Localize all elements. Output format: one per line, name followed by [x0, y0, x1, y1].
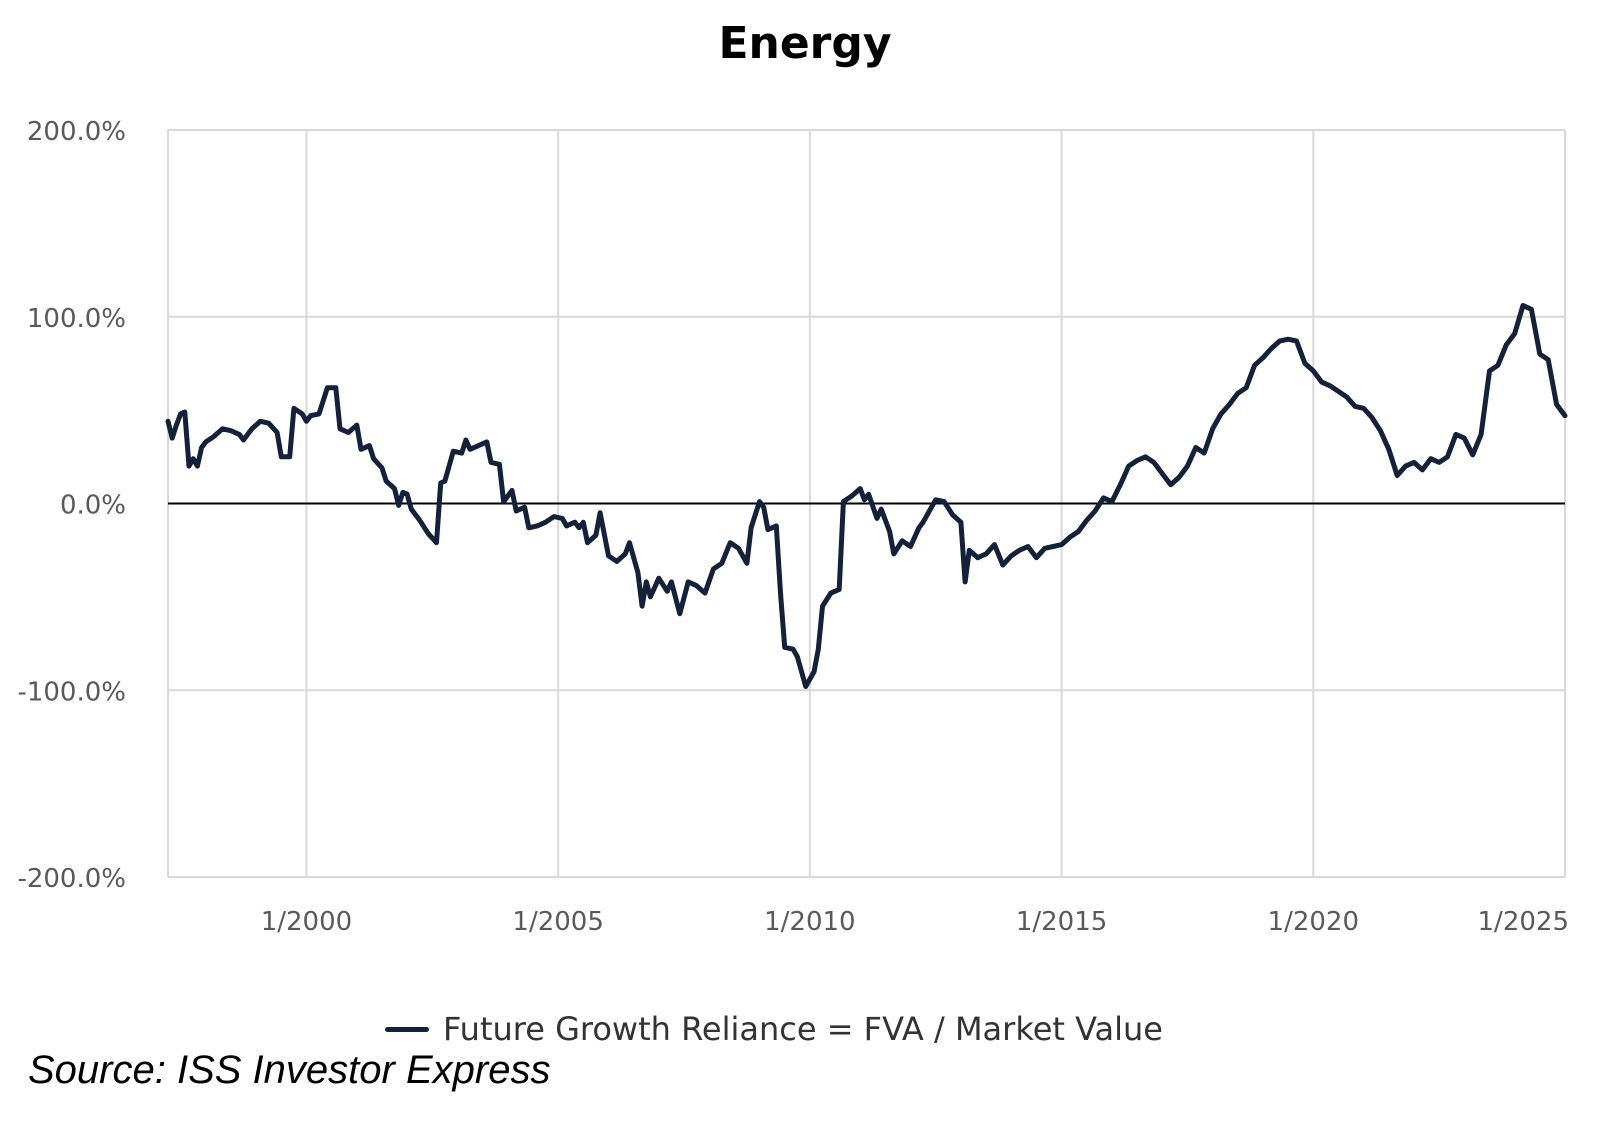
- y-tick-label: 0.0%: [60, 491, 126, 521]
- series-line: [165, 303, 1568, 689]
- tick-labels: 200.0% 100.0% 0.0% -100.0% -200.0% 1/2000 1/20…: [17, 117, 1569, 937]
- x-tick-label: 1/2000: [261, 907, 352, 937]
- x-tick-label: 1/2005: [512, 907, 603, 937]
- x-tick-label: 1/2015: [1016, 907, 1107, 937]
- chart-title: Energy: [718, 18, 892, 69]
- y-tick-label: 200.0%: [27, 117, 126, 147]
- y-tick-label: 100.0%: [27, 304, 126, 334]
- x-tick-label: 1/2025: [1478, 907, 1569, 937]
- series-layer: [165, 303, 1568, 689]
- legend-swatch: [385, 1026, 429, 1032]
- y-tick-label: -100.0%: [17, 677, 126, 707]
- y-tick-label: -200.0%: [17, 864, 126, 894]
- legend: Future Growth Reliance = FVA / Market Va…: [385, 1010, 1163, 1048]
- legend-label: Future Growth Reliance = FVA / Market Va…: [443, 1010, 1163, 1048]
- x-tick-label: 1/2010: [764, 907, 855, 937]
- x-tick-label: 1/2020: [1268, 907, 1359, 937]
- source-note: Source: ISS Investor Express: [28, 1048, 551, 1092]
